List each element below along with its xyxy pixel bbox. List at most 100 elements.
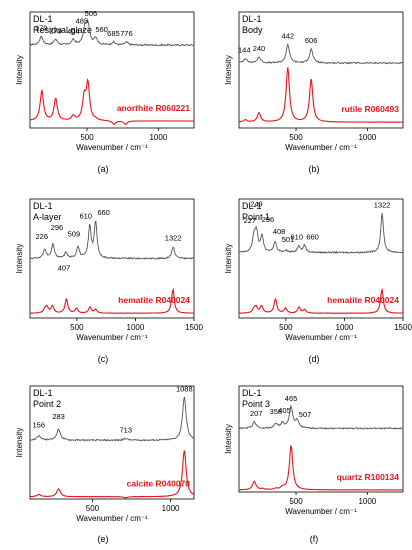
x-tick-label: 500 bbox=[86, 504, 100, 513]
sample-spectrum-line bbox=[238, 404, 404, 430]
region-label: A-layer bbox=[33, 212, 62, 222]
x-tick-label: 1000 bbox=[336, 323, 354, 332]
sample-label: DL-1 bbox=[33, 201, 53, 211]
panel-e: 500 1000 Wavenumber / cm⁻¹ Intensity DL-1Poi… bbox=[15, 384, 195, 544]
plot-frame bbox=[238, 385, 404, 493]
sample-label: DL-1 bbox=[33, 388, 53, 398]
peak-label: 407 bbox=[58, 264, 71, 273]
peak-label: 179 bbox=[35, 23, 48, 32]
region-label: Body bbox=[242, 25, 263, 35]
y-axis-label: Intensity bbox=[224, 55, 233, 85]
peak-label: 610 bbox=[290, 232, 303, 241]
reference-label: anorthite R060221 bbox=[117, 103, 190, 113]
peak-label: 507 bbox=[299, 410, 312, 419]
panel-caption: (b) bbox=[309, 164, 320, 174]
region-label: Point 2 bbox=[33, 399, 61, 409]
reference-spectrum-line bbox=[29, 450, 195, 499]
peak-label: 408 bbox=[273, 227, 286, 236]
peak-label: 358 bbox=[270, 407, 283, 416]
plot-frame bbox=[29, 385, 195, 500]
sample-spectrum-line bbox=[238, 212, 404, 254]
sample-spectrum-line bbox=[29, 396, 195, 442]
peak-label: 506 bbox=[85, 9, 98, 18]
peak-label: 296 bbox=[51, 223, 64, 232]
sample-label: DL-1 bbox=[242, 388, 262, 398]
x-axis-label: Wavenumber / cm⁻¹ bbox=[285, 507, 357, 516]
panel-caption: (c) bbox=[98, 354, 109, 364]
peak-label: 685 bbox=[107, 29, 120, 38]
reference-label: quartz R100134 bbox=[337, 472, 400, 482]
x-tick-label: 1000 bbox=[149, 133, 167, 142]
x-tick-label: 1000 bbox=[358, 133, 376, 142]
reference-spectrum-line bbox=[30, 287, 194, 314]
panel-c: 500 1000 1500 Wavenumber / cm⁻¹ Intensity DL-… bbox=[15, 198, 203, 364]
panel-d: 500 1000 1500 Wavenumber / cm⁻¹ Intensity DL-… bbox=[224, 198, 412, 364]
x-tick-label: 500 bbox=[289, 497, 303, 506]
reference-spectrum-line bbox=[29, 77, 194, 125]
peak-label: 240 bbox=[253, 44, 266, 53]
peak-label: 227 bbox=[244, 216, 257, 225]
sample-label: DL-1 bbox=[242, 14, 262, 24]
y-axis-label: Intensity bbox=[15, 428, 24, 458]
x-tick-label: 1000 bbox=[358, 497, 376, 506]
plot-frame bbox=[29, 11, 195, 129]
peak-label: 226 bbox=[36, 232, 49, 241]
x-tick-label: 500 bbox=[80, 133, 94, 142]
peak-label: 509 bbox=[68, 230, 81, 239]
x-tick-label: 1500 bbox=[394, 323, 412, 332]
y-axis-label: Intensity bbox=[15, 244, 24, 274]
peak-label: 660 bbox=[306, 232, 319, 241]
peak-label: 156 bbox=[32, 421, 45, 430]
reference-spectrum-line bbox=[238, 67, 404, 123]
x-axis-label: Wavenumber / cm⁻¹ bbox=[76, 514, 148, 523]
panel-caption: (d) bbox=[309, 354, 320, 364]
region-label: Point 1 bbox=[242, 212, 270, 222]
sample-spectrum-line bbox=[29, 220, 195, 260]
x-tick-label: 1000 bbox=[162, 504, 180, 513]
peak-label: 405 bbox=[278, 406, 291, 415]
region-label: Residual glaze bbox=[33, 25, 92, 35]
peak-label: 296 bbox=[262, 215, 275, 224]
peak-label: 207 bbox=[250, 409, 263, 418]
reference-spectrum-line bbox=[239, 445, 403, 491]
peak-label: 1322 bbox=[374, 200, 391, 209]
reference-label: hematite R040024 bbox=[327, 295, 399, 305]
peak-label: 606 bbox=[305, 36, 318, 45]
sample-label: DL-1 bbox=[33, 14, 53, 24]
sample-label: DL-1 bbox=[242, 201, 262, 211]
region-label: Point 3 bbox=[242, 399, 270, 409]
x-tick-label: 500 bbox=[289, 133, 303, 142]
peak-label: 283 bbox=[52, 412, 65, 421]
peak-label: 249 bbox=[250, 199, 263, 208]
peak-label: 560 bbox=[95, 25, 108, 34]
x-tick-label: 500 bbox=[70, 323, 84, 332]
peak-label: 404 bbox=[67, 27, 80, 36]
y-axis-label: Intensity bbox=[15, 55, 24, 85]
peak-label: 1322 bbox=[165, 234, 182, 243]
peak-label: 610 bbox=[79, 211, 92, 220]
sample-spectrum-line bbox=[238, 42, 404, 65]
x-axis-label: Wavenumber / cm⁻¹ bbox=[285, 333, 357, 342]
panel-caption: (e) bbox=[98, 534, 109, 544]
x-tick-label: 1000 bbox=[127, 323, 145, 332]
plot-frame bbox=[238, 11, 404, 129]
sample-spectrum-line bbox=[29, 19, 194, 47]
peak-label: 279 bbox=[49, 26, 62, 35]
x-tick-label: 500 bbox=[279, 323, 293, 332]
peak-label: 501 bbox=[282, 235, 295, 244]
y-axis-label: Intensity bbox=[224, 244, 233, 274]
peak-label: 144 bbox=[238, 45, 251, 54]
panel-caption: (f) bbox=[310, 534, 319, 544]
reference-spectrum-line bbox=[238, 287, 404, 314]
x-tick-label: 1500 bbox=[185, 323, 203, 332]
panel-caption: (a) bbox=[98, 164, 109, 174]
x-axis-label: Wavenumber / cm⁻¹ bbox=[285, 143, 357, 152]
peak-label: 776 bbox=[120, 29, 133, 38]
peak-label: 485 bbox=[76, 16, 89, 25]
y-axis-label: Intensity bbox=[224, 424, 233, 454]
plot-frame bbox=[238, 198, 404, 319]
